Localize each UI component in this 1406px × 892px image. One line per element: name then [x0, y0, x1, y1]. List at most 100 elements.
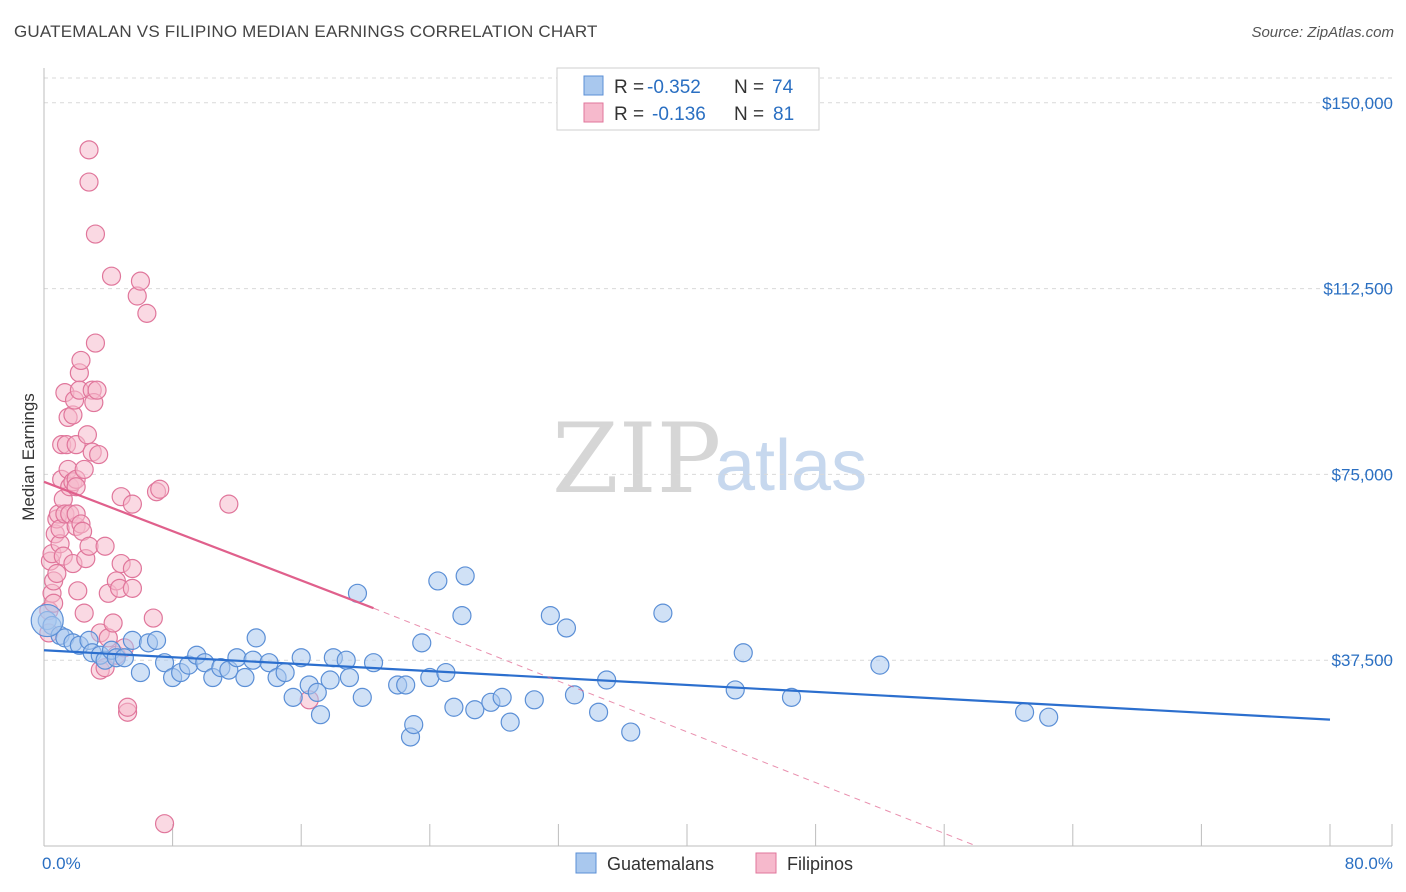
series-legend-label-filipinos: Filipinos	[787, 854, 853, 874]
legend-r-label-1: R =	[614, 77, 644, 98]
guatemalan-point	[492, 687, 512, 707]
watermark-zip: ZIP	[552, 403, 721, 515]
guatemalan-cluster-point	[30, 603, 64, 638]
guatemalan-point	[412, 633, 432, 653]
legend-n-value-2: 81	[773, 104, 794, 125]
guatemalan-point	[246, 628, 266, 648]
filipino-points	[39, 140, 319, 834]
filipino-point	[74, 459, 94, 480]
guatemalan-point	[310, 705, 331, 725]
filipino-point	[95, 536, 115, 556]
filipino-point	[219, 494, 239, 514]
filipino-point	[137, 303, 157, 323]
guatemalan-point	[588, 702, 609, 722]
guatemalan-point	[500, 712, 520, 732]
y-tick-label: $37,500	[1332, 651, 1393, 670]
filipino-trend-line	[43, 480, 374, 610]
guatemalan-point	[275, 662, 295, 683]
guatemalan-point	[524, 690, 544, 710]
guatemalan-point	[1014, 702, 1035, 722]
filipino-point	[130, 271, 151, 291]
trend-lines	[43, 480, 1331, 847]
guatemalan-point	[396, 675, 416, 695]
guatemalan-point	[725, 680, 745, 700]
guatemalan-point	[1039, 707, 1059, 727]
guatemalan-point	[653, 603, 673, 623]
filipino-point	[122, 494, 143, 514]
guatemalan-point	[307, 682, 327, 703]
filipino-point	[79, 172, 99, 192]
filipino-point	[77, 425, 98, 445]
filipino-point	[47, 563, 67, 584]
guatemalan-point	[114, 648, 134, 668]
filipino-point	[87, 380, 107, 400]
guatemalan-points	[30, 566, 1059, 747]
filipino-point	[122, 558, 143, 579]
guatemalan-point	[291, 648, 311, 668]
guatemalan-point	[122, 630, 143, 650]
correlation-legend: R = -0.352 N = 74 R = -0.136 N = 81	[556, 67, 820, 131]
watermark-atlas: atlas	[715, 426, 867, 506]
guatemalan-trend-line	[43, 649, 1331, 721]
guatemalan-point	[404, 715, 424, 735]
filipino-point	[101, 266, 122, 286]
series-legend-swatch-guatemalans	[575, 852, 597, 874]
legend-r-label-2: R =	[614, 104, 644, 125]
x-tick-label-max: 80.0%	[1345, 854, 1393, 873]
guatemalan-point	[283, 687, 303, 707]
legend-swatch-guatemalans	[583, 75, 604, 96]
guatemalan-point	[339, 667, 360, 688]
guatemalan-point	[870, 655, 890, 675]
legend-r-value-2: -0.136	[652, 104, 706, 125]
guatemalan-point	[540, 605, 560, 626]
guatemalan-point	[733, 643, 753, 663]
filipino-point	[103, 613, 123, 633]
x-tick-labels: 0.0% 80.0%	[42, 824, 1393, 873]
guatemalan-point	[227, 648, 247, 668]
filipino-point	[85, 224, 106, 244]
guatemalan-point	[465, 700, 485, 720]
series-legend-label-guatemalans: Guatemalans	[607, 854, 714, 874]
y-tick-label: $112,500	[1323, 280, 1393, 299]
filipino-point	[85, 333, 106, 353]
series-legend: Guatemalans Filipinos	[575, 852, 853, 874]
legend-r-value-1: -0.352	[647, 77, 701, 98]
filipino-point	[117, 697, 138, 717]
filipino-point	[143, 608, 163, 628]
guatemalan-point	[621, 722, 641, 742]
legend-n-value-1: 74	[772, 77, 794, 98]
filipino-point	[154, 814, 175, 834]
y-tick-label: $150,000	[1322, 94, 1393, 113]
filipino-point	[74, 603, 94, 623]
y-tick-labels: $37,500 $75,000 $112,500 $150,000	[1322, 94, 1393, 670]
x-tick-label-min: 0.0%	[42, 854, 81, 873]
filipino-point	[68, 581, 88, 601]
legend-n-label-1: N =	[734, 77, 764, 98]
filipino-point	[79, 536, 99, 556]
gridlines	[44, 77, 1392, 661]
guatemalan-point	[352, 687, 372, 707]
filipino-point	[79, 140, 99, 160]
y-tick-label: $75,000	[1332, 465, 1393, 484]
filipino-point	[122, 578, 143, 598]
watermark: ZIP atlas	[552, 403, 867, 515]
guatemalan-point	[452, 605, 472, 626]
guatemalan-point	[556, 618, 577, 638]
guatemalan-point	[235, 667, 255, 688]
guatemalan-point	[781, 687, 802, 707]
chart-title: GUATEMALAN VS FILIPINO MEDIAN EARNINGS C…	[14, 22, 598, 41]
legend-swatch-filipinos	[583, 102, 604, 123]
guatemalan-point	[444, 697, 464, 717]
guatemalan-point	[146, 630, 167, 650]
guatemalan-point	[320, 670, 340, 690]
filipino-point	[71, 350, 91, 371]
guatemalan-point	[154, 653, 175, 673]
filipino-trend-extension	[373, 607, 977, 847]
guatemalan-point	[564, 685, 585, 705]
guatemalan-point	[130, 662, 151, 683]
y-axis-title: Median Earnings	[19, 393, 38, 521]
filipino-point	[89, 444, 109, 465]
filipino-point	[150, 479, 170, 499]
axes	[43, 68, 1392, 847]
